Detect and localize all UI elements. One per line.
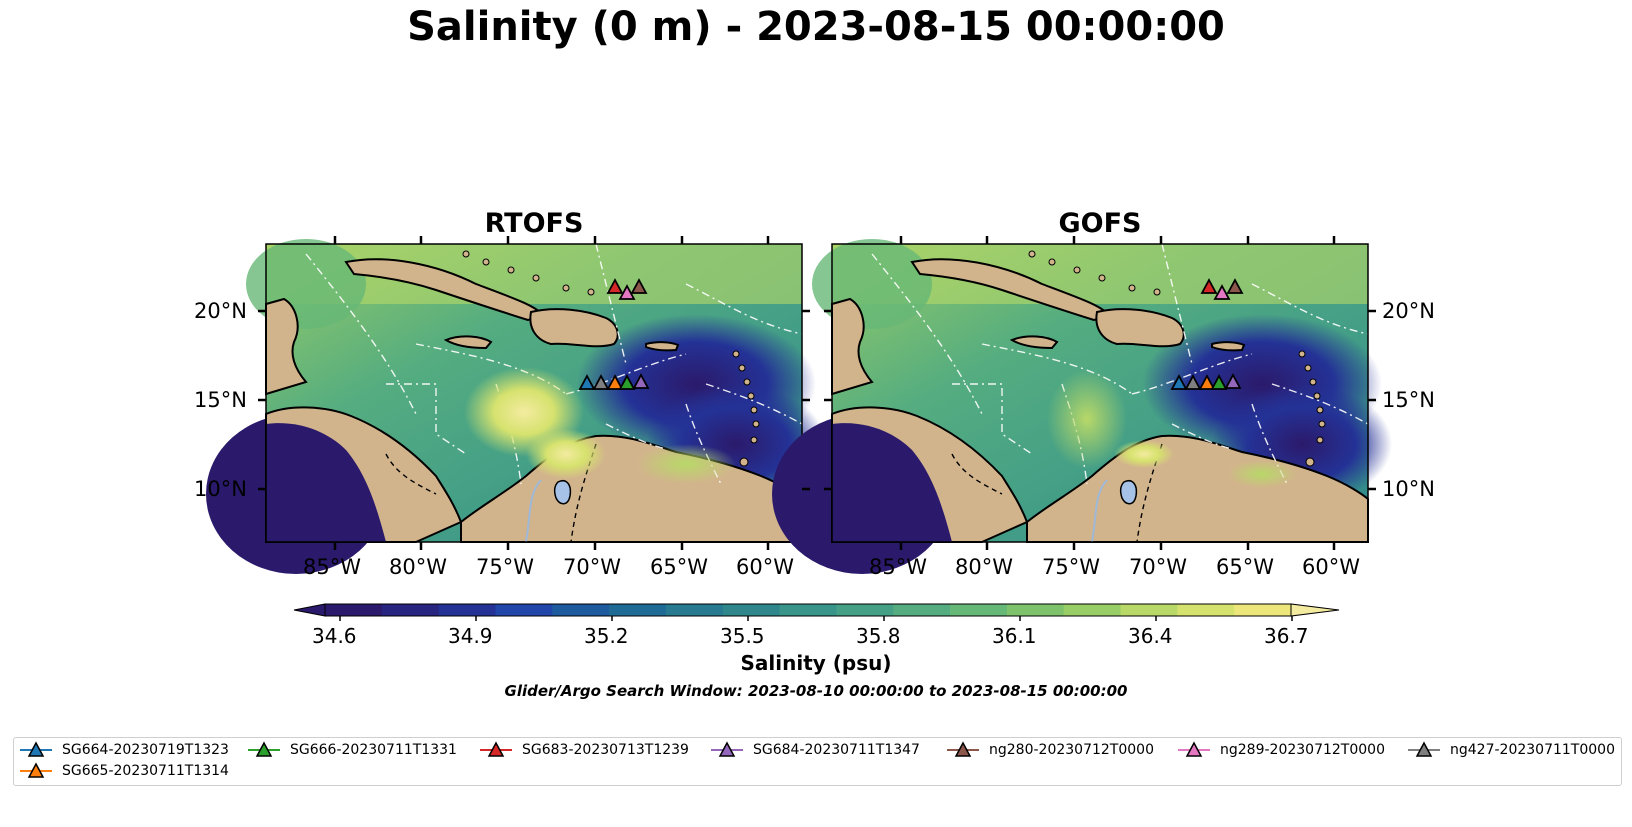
triangle-marker-icon [480, 741, 512, 757]
legend-label: ng427-20230711T0000 [1450, 742, 1615, 758]
triangle-marker-icon [711, 741, 743, 757]
colorbar-cell [325, 604, 383, 616]
legend-item: ng289-20230712T0000 [1178, 741, 1385, 759]
legend-item: ng280-20230712T0000 [947, 741, 1154, 759]
legend-label: SG683-20230713T1239 [522, 742, 689, 758]
search-window-note: Glider/Argo Search Window: 2023-08-10 00… [504, 682, 1128, 700]
colorbar-tick-label: 34.6 [312, 624, 357, 648]
colorbar [293, 603, 1340, 621]
lat-label-20n-right: 20°N [1382, 299, 1435, 323]
colorbar-cell [779, 604, 837, 616]
panel-title-gofs: GOFS [1058, 208, 1142, 239]
triangle-marker-icon [1178, 741, 1210, 757]
lon-label-80w: 80°W [955, 555, 1013, 579]
legend-item: SG683-20230713T1239 [480, 741, 689, 759]
lat-label-15n-right: 15°N [1382, 388, 1435, 412]
colorbar-cell [438, 604, 496, 616]
colorbar-tick-label: 35.5 [720, 624, 765, 648]
colorbar-tick-label: 35.8 [856, 624, 901, 648]
legend-label: SG666-20230711T1331 [290, 742, 457, 758]
colorbar-cell [609, 604, 667, 616]
colorbar-tick-label: 34.9 [448, 624, 493, 648]
figure-title: Salinity (0 m) - 2023-08-15 00:00:00 [407, 4, 1225, 50]
legend-label: SG684-20230711T1347 [753, 742, 920, 758]
lon-label-75w: 75°W [476, 555, 534, 579]
lon-label-70w: 70°W [1129, 555, 1187, 579]
legend-label: SG664-20230719T1323 [62, 742, 229, 758]
lon-label-85w: 85°W [303, 555, 361, 579]
lat-label-10n-left: 10°N [194, 477, 247, 501]
gofs-map [771, 238, 1393, 575]
lon-label-70w: 70°W [563, 555, 621, 579]
colorbar-cell [665, 604, 724, 616]
colorbar-low-extension [293, 603, 326, 617]
lat-label-15n-left: 15°N [194, 388, 247, 412]
lon-label-65w: 65°W [1216, 555, 1274, 579]
legend-item: SG665-20230711T1314 [20, 762, 229, 780]
triangle-marker-icon [947, 741, 979, 757]
lon-label-65w: 65°W [650, 555, 708, 579]
triangle-marker-icon [248, 741, 280, 757]
axis-ticks [258, 236, 1376, 550]
colorbar-cell [950, 604, 1008, 616]
colorbar-cell [722, 604, 781, 616]
panel-title-rtofs: RTOFS [484, 208, 584, 239]
lon-label-60w: 60°W [736, 555, 794, 579]
legend-item: SG664-20230719T1323 [20, 741, 229, 759]
colorbar-tick-label: 35.2 [584, 624, 629, 648]
lat-label-20n-left: 20°N [194, 299, 247, 323]
glider-markers [578, 278, 650, 390]
colorbar-cell [495, 604, 553, 616]
rtofs-map [205, 238, 827, 575]
legend-item: ng427-20230711T0000 [1408, 741, 1615, 759]
colorbar-cell [552, 604, 610, 616]
colorbar-cell [1006, 604, 1065, 616]
colorbar-high-extension [1290, 603, 1340, 617]
lon-label-75w: 75°W [1042, 555, 1100, 579]
triangle-marker-icon [1408, 741, 1440, 757]
colorbar-tick-label: 36.4 [1128, 624, 1173, 648]
legend: SG664-20230719T1323 SG665-20230711T1314 … [13, 737, 1622, 786]
lat-label-10n-right: 10°N [1382, 477, 1435, 501]
colorbar-cell [1120, 604, 1178, 616]
colorbar-tick-label: 36.7 [1264, 624, 1309, 648]
legend-item: SG684-20230711T1347 [711, 741, 920, 759]
colorbar-cell [1063, 604, 1122, 616]
colorbar-cell [836, 604, 894, 616]
salty-plume [1047, 369, 1127, 469]
legend-label: ng289-20230712T0000 [1220, 742, 1385, 758]
lon-label-85w: 85°W [869, 555, 927, 579]
colorbar-cell [893, 604, 951, 616]
colorbar-cell [381, 604, 440, 616]
legend-label: ng280-20230712T0000 [989, 742, 1154, 758]
lon-label-80w: 80°W [389, 555, 447, 579]
lon-label-60w: 60°W [1302, 555, 1360, 579]
colorbar-label: Salinity (psu) [740, 651, 892, 675]
legend-item: SG666-20230711T1331 [248, 741, 457, 759]
legend-label: SG665-20230711T1314 [62, 763, 229, 779]
triangle-marker-icon [20, 762, 52, 778]
glider-markers [1170, 278, 1244, 390]
colorbar-cell [1234, 604, 1292, 616]
colorbar-tick-label: 36.1 [992, 624, 1037, 648]
triangle-marker-icon [20, 741, 52, 757]
colorbar-cell [1177, 604, 1235, 616]
